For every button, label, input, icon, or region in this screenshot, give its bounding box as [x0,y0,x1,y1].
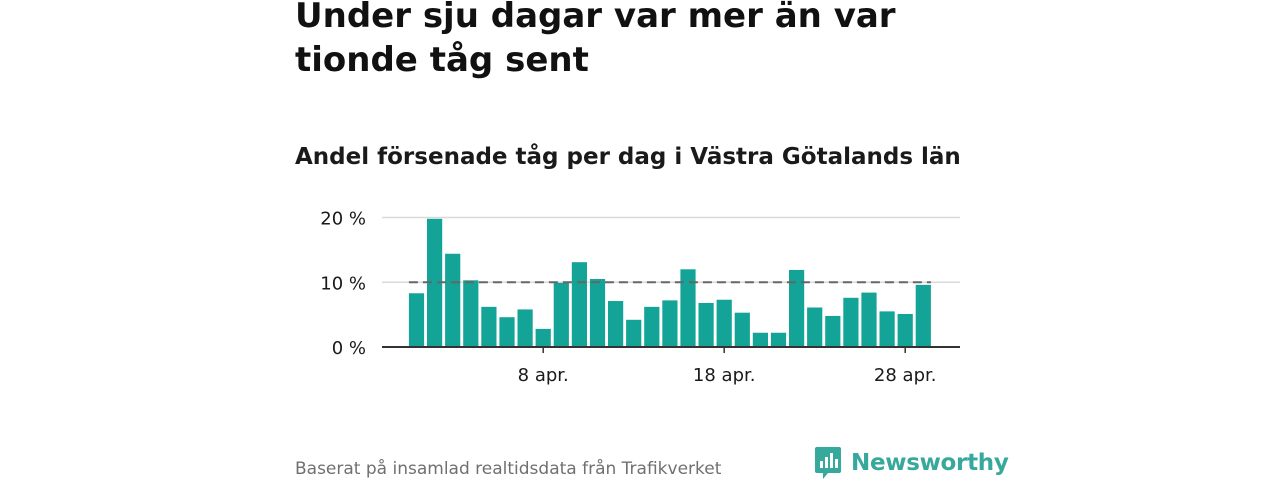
x-tick-label: 28 apr. [874,365,937,386]
x-tick-label: 8 apr. [518,365,569,386]
bar [517,309,533,347]
bar [553,282,569,347]
bar [589,279,606,347]
bar [843,297,859,347]
bar [644,306,660,347]
bar [463,280,479,347]
bar [807,307,823,347]
bar [698,302,714,347]
bar [626,319,642,347]
bar [734,312,750,347]
bar [499,317,515,347]
bar [680,269,696,347]
bar [445,253,461,347]
y-tick-label: 10 % [320,273,366,294]
bar [408,293,425,347]
grid-lines [382,216,960,283]
bar [879,311,895,347]
x-axis: 8 apr. 18 apr. 28 apr. [382,346,960,386]
y-tick-label: 0 % [332,338,366,359]
bar [789,269,805,347]
bar [770,332,787,347]
bar [897,313,913,347]
bar [825,315,841,347]
brand-name: Newsworthy [851,450,1009,476]
bar [481,306,497,347]
brand-logo: Newsworthy [814,446,1009,480]
y-tick-label: 20 % [320,209,366,230]
bar [752,332,768,347]
chart-subtitle: Andel försenade tåg per dag i Västra Göt… [295,144,961,170]
newsworthy-logo-icon [815,447,841,479]
bars [408,218,931,347]
bar-chart: 0 % 10 % 20 % 8 apr. 18 apr. 28 apr. [320,209,960,386]
bar [716,299,732,347]
y-tick-labels: 0 % 10 % 20 % [320,209,366,360]
source-note: Baserat på insamlad realtidsdata från Tr… [295,459,722,479]
bar [535,328,551,347]
bar [915,284,931,347]
bar [861,292,877,347]
bar [662,300,678,347]
bar [571,262,587,347]
bar [608,301,624,347]
chart-title: Under sju dagar var mer än var tionde tå… [295,0,896,80]
x-tick-label: 18 apr. [693,365,756,386]
bar [427,218,443,347]
